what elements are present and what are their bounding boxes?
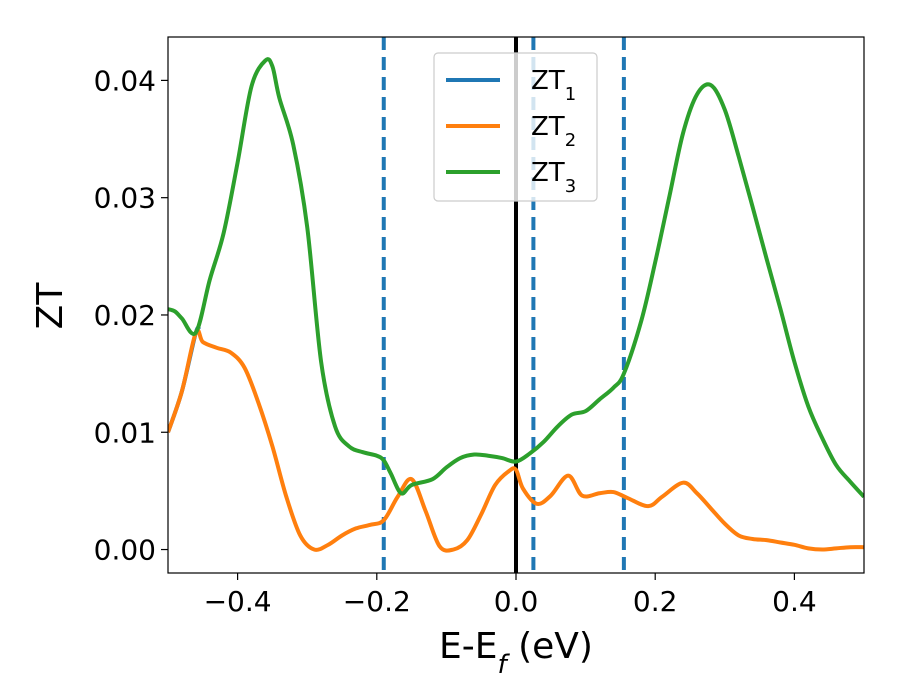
legend: ZT1 ZT2 ZT3 — [433, 52, 598, 202]
legend-label-2: ZT2 — [531, 112, 576, 151]
x-axis-label: E-Ef (eV) — [439, 626, 593, 680]
legend-label-3: ZT3 — [531, 158, 576, 197]
y-tick-label: 0.02 — [94, 299, 156, 332]
x-tick-label: 0.4 — [772, 585, 817, 618]
x-tick-label: −0.4 — [204, 585, 272, 618]
y-axis-label: ZT — [30, 282, 71, 330]
x-tick-label: −0.2 — [343, 585, 411, 618]
x-tick-label: 0.2 — [633, 585, 678, 618]
legend-box — [433, 52, 598, 202]
y-axis: 0.00 0.01 0.02 0.03 0.04 — [94, 64, 168, 567]
y-tick-label: 0.03 — [94, 182, 156, 215]
series-line-3 — [168, 57, 864, 499]
series-line-2 — [168, 328, 864, 553]
y-tick-label: 0.00 — [94, 534, 156, 567]
x-axis: −0.4 −0.2 0.0 0.2 0.4 — [204, 573, 817, 618]
y-tick-label: 0.04 — [94, 64, 156, 97]
x-tick-label: 0.0 — [494, 585, 539, 618]
y-tick-label: 0.01 — [94, 416, 156, 449]
legend-label-1: ZT1 — [531, 66, 576, 105]
